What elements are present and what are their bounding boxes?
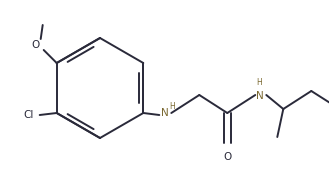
Text: N: N [256, 91, 264, 101]
Text: H: H [256, 78, 262, 87]
Text: H: H [169, 102, 175, 110]
Text: O: O [223, 152, 231, 162]
Text: Cl: Cl [23, 110, 34, 120]
Text: N: N [161, 108, 169, 118]
Text: O: O [32, 40, 40, 50]
